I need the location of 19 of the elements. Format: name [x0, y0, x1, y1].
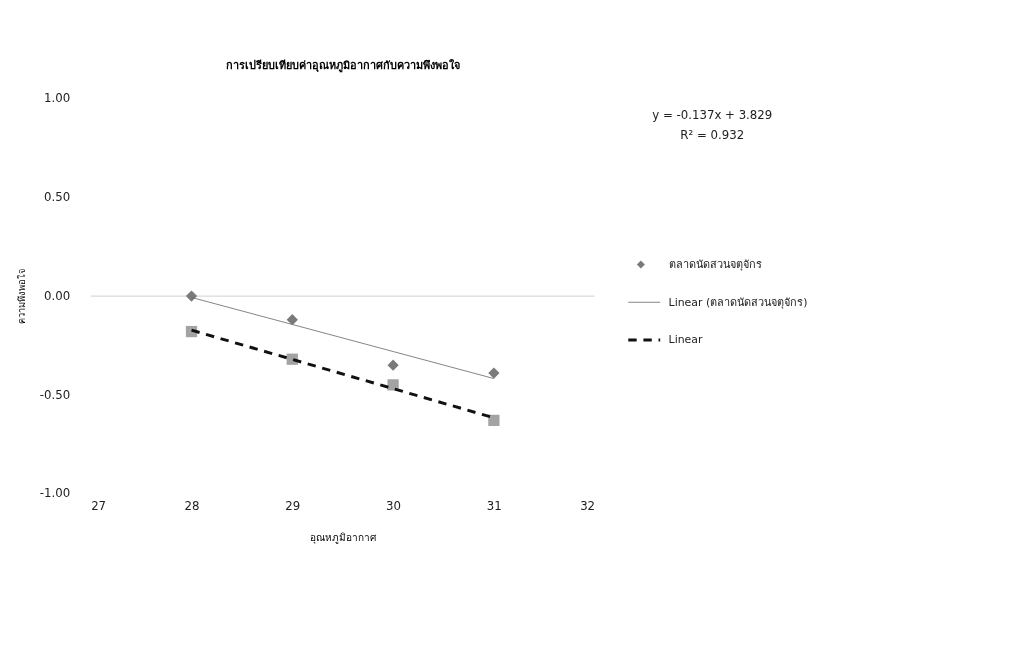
legend-label: Linear (ตลาดนัดสวนจตุจักร): [668, 295, 808, 309]
y-axis-title: ความพึงพอใจ: [16, 268, 28, 324]
legend-label: ตลาดนัดสวนจตุจักร: [668, 257, 762, 271]
chart-title: การเปรียบเทียบค่าอุณหภูมิอากาศกับความพึงพอใจ: [225, 58, 460, 74]
y-tick-label: 0.00: [43, 288, 71, 303]
legend-label: Linear: [668, 333, 703, 347]
x-tick-label: 31: [486, 498, 502, 513]
x-tick-label: 27: [91, 498, 107, 513]
text: R² = 0.932: [680, 127, 745, 142]
x-tick-label: 32: [580, 498, 596, 513]
y-tick-label: 1.00: [43, 91, 71, 106]
x-tick-label: 28: [184, 498, 200, 513]
text: y = -0.137x + 3.829: [652, 107, 773, 122]
y-tick-label: 0.50: [43, 190, 71, 205]
y-tick-label: -0.50: [39, 387, 71, 402]
x-tick-label: 30: [386, 498, 401, 513]
x-tick-label: 29: [285, 498, 301, 513]
y-tick-label: -1.00: [39, 486, 71, 501]
x-axis-title: อุณหภูมิอากาศ: [310, 531, 378, 544]
